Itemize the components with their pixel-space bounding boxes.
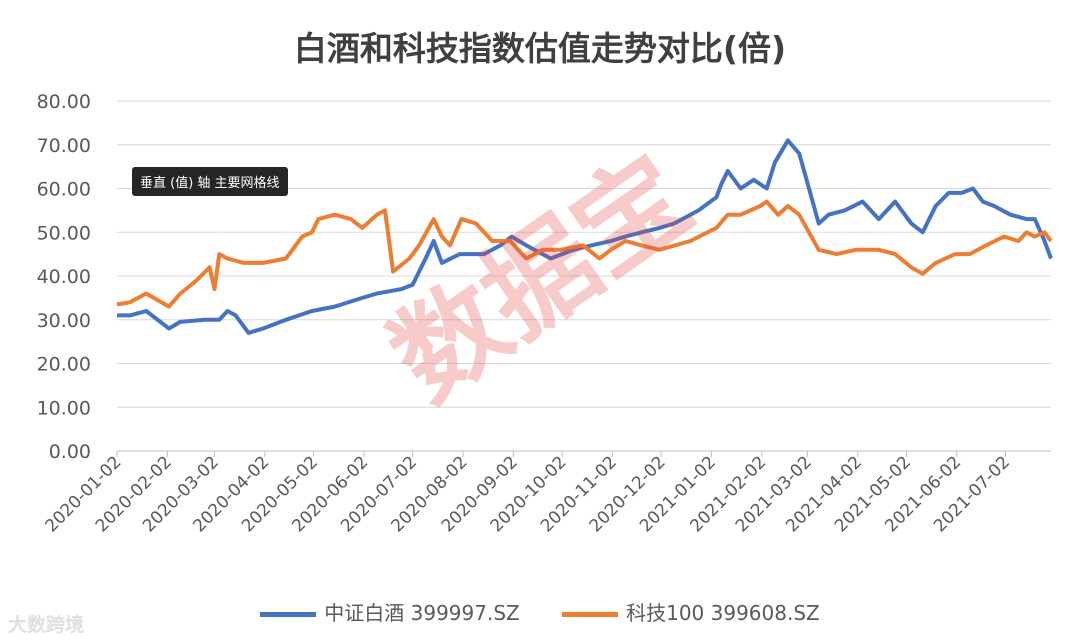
legend-swatch-baijiu	[260, 612, 317, 617]
y-tick-label: 70.00	[37, 135, 91, 157]
legend-swatch-tech	[562, 612, 619, 617]
y-tick-label: 60.00	[37, 179, 91, 201]
y-tick-label: 50.00	[37, 222, 91, 244]
series-line-tech	[116, 199, 1053, 309]
chart-title: 白酒和科技指数估值走势对比(倍)	[293, 29, 787, 68]
y-tick-label: 0.00	[49, 441, 91, 463]
y-axis-ticks: 0.00 10.00 20.00 30.00 40.00 50.00 60.00 70.00 8…	[37, 91, 91, 463]
y-tick-label: 10.00	[37, 397, 91, 419]
gridline-tooltip: 垂直 (值) 轴 主要网格线	[132, 167, 288, 196]
legend-label-baijiu: 中证白酒 399997.SZ	[324, 601, 520, 625]
y-tick-label: 80.00	[37, 91, 91, 113]
series-line-baijiu	[117, 138, 1053, 335]
y-tick-label: 30.00	[37, 310, 91, 332]
gridlines	[117, 100, 1051, 452]
legend-item-tech[interactable]: 科技100 399608.SZ	[562, 597, 820, 626]
series-lines	[116, 138, 1053, 335]
brand-logo-text: 大数跨境	[8, 614, 85, 636]
y-tick-label: 20.00	[37, 354, 91, 376]
y-tick-label: 40.00	[37, 266, 91, 288]
legend-label-tech: 科技100 399608.SZ	[626, 601, 820, 625]
legend-item-baijiu[interactable]: 中证白酒 399997.SZ	[260, 597, 520, 626]
legend: 中证白酒 399997.SZ 科技100 399608.SZ	[0, 597, 1080, 626]
x-axis-ticks: 2020-01-022020-02-022020-03-022020-04-02…	[42, 451, 1014, 536]
